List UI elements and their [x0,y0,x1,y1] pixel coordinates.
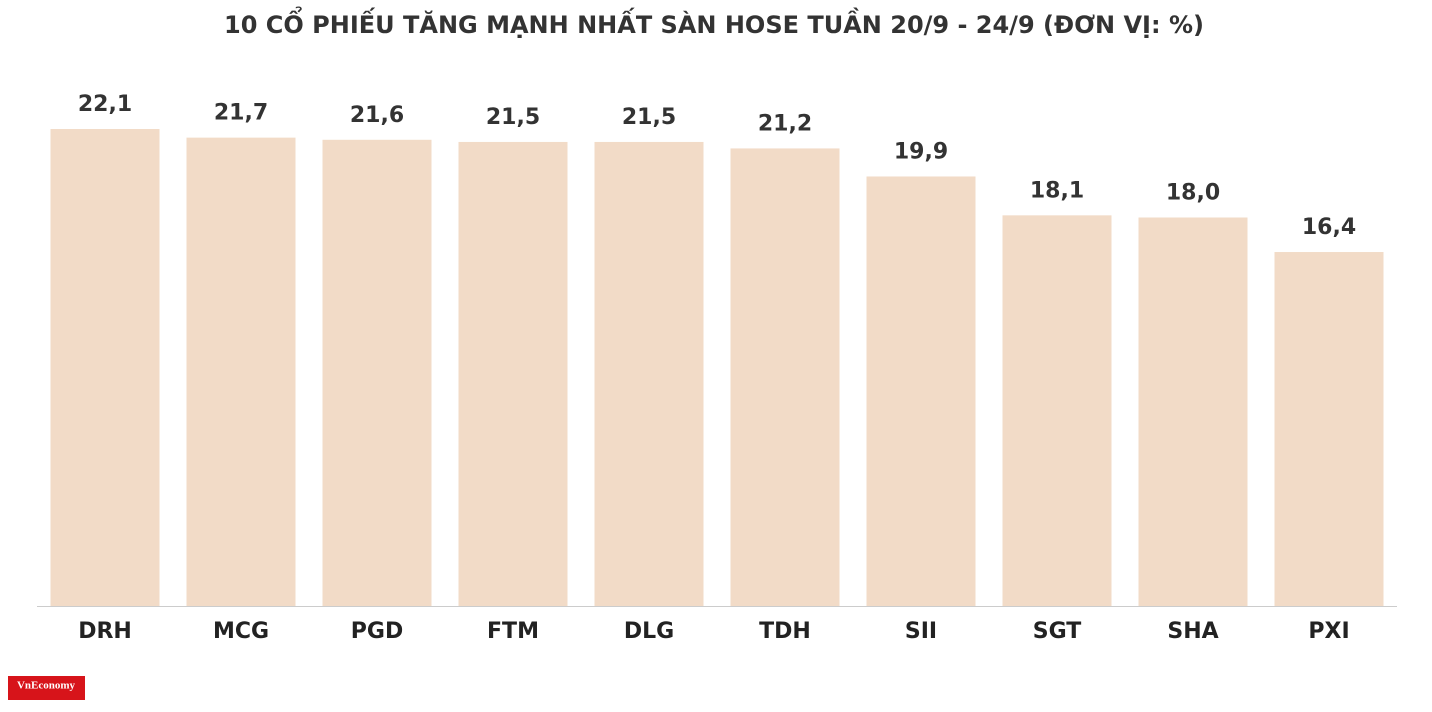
value-label: 21,6 [350,103,404,128]
x-tick-label: MCG [213,619,269,644]
x-tick-label: SGT [1033,619,1082,644]
bar [1274,252,1384,606]
x-tick-label: FTM [487,619,539,644]
bar [866,176,976,606]
x-tick-label: SHA [1167,619,1218,644]
x-tick-label: PGD [351,619,403,644]
value-label: 22,1 [78,92,132,117]
x-tick-label: TDH [759,619,811,644]
value-label: 18,0 [1166,180,1220,205]
value-label: 21,2 [758,111,812,136]
x-tick-label: DLG [624,619,674,644]
bar [458,141,568,606]
value-label: 21,5 [486,105,540,130]
value-label: 21,7 [214,101,268,126]
bar [50,129,160,606]
bar [186,137,296,606]
bar [594,141,704,606]
bar [322,139,432,606]
value-label: 19,9 [894,139,948,164]
bar [1002,215,1112,606]
x-tick-label: PXI [1308,619,1349,644]
value-label: 18,1 [1030,178,1084,203]
logo: VnEconomy [17,680,76,692]
x-tick-label: DRH [78,619,132,644]
logo-box [8,676,85,700]
chart-title: 10 CỔ PHIẾU TĂNG MẠNH NHẤT SÀN HOSE TUẦN… [224,4,1204,39]
value-label: 16,4 [1302,215,1356,240]
value-label: 21,5 [622,105,676,130]
bar [1138,217,1248,606]
bar [730,148,840,606]
x-tick-label: SII [905,619,937,644]
